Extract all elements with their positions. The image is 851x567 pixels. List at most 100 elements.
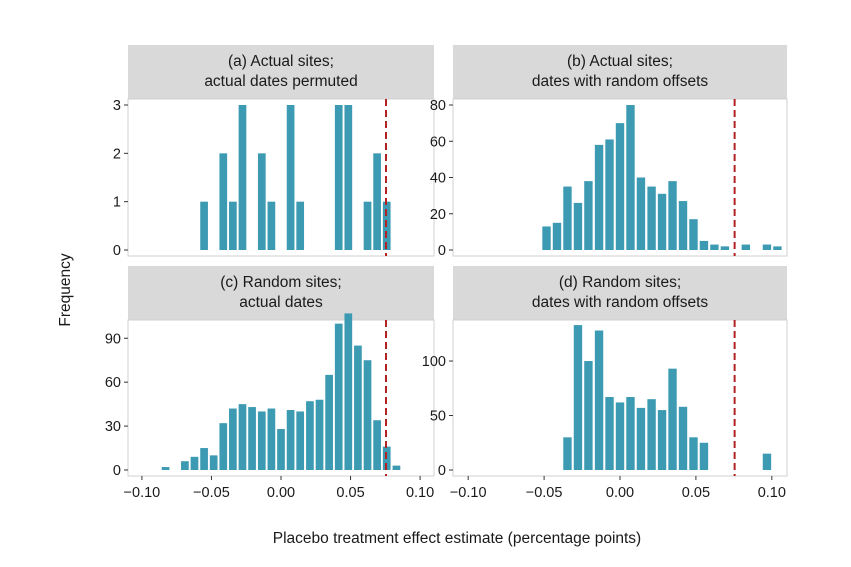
- panel-b-bar: [657, 193, 667, 250]
- panel-a-bar: [373, 153, 381, 250]
- panel-c-bar: [325, 374, 333, 470]
- facet-panels: (a) Actual sites; actual dates permuted 0 1…: [105, 45, 788, 501]
- panel-c-bar: [209, 455, 218, 470]
- panel-d-bar: [657, 410, 667, 470]
- panel-b-bar: [773, 246, 782, 250]
- panel-d-x-tick-label: 0.10: [758, 485, 786, 501]
- panel-c-bar: [267, 408, 276, 470]
- panel-d-bar: [594, 330, 604, 470]
- panel-a-bar: [229, 201, 237, 250]
- panel-c-bar: [161, 467, 170, 470]
- panel-d-y-tick-label: 100: [422, 354, 446, 370]
- panel-b-bar: [542, 226, 551, 250]
- panel-d-bar: [605, 396, 614, 470]
- panel-c-bar: [248, 407, 256, 470]
- panel-a-bar: [200, 201, 208, 250]
- panel-c-bar: [238, 404, 247, 470]
- panel-a-bar: [363, 201, 372, 250]
- panel-d-title-line-1: (d) Random sites;: [559, 274, 681, 291]
- panel-a-bar: [267, 201, 276, 250]
- panel-b-y-tick-label: 40: [430, 171, 446, 187]
- panel-d-bar: [584, 361, 593, 470]
- panel-d-y-tick-label: 0: [438, 463, 446, 479]
- panel-d-bar: [689, 437, 698, 470]
- panel-c-x-tick-label: −0.10: [124, 485, 161, 501]
- panel-c-bar: [373, 420, 381, 470]
- panel-b-bar: [605, 139, 614, 250]
- panel-d-bar: [762, 453, 772, 470]
- panel-b-bar: [678, 201, 688, 250]
- panel-c-y-tick-label: 0: [113, 463, 121, 479]
- panel-b-title-line-2: dates with random offsets: [532, 73, 709, 90]
- panel-b-y-tick-label: 0: [438, 243, 446, 259]
- panel-b-bar: [668, 181, 677, 250]
- panel-c-bar: [363, 360, 372, 470]
- panel-a-strip: [128, 45, 434, 99]
- panel-b-title-line-1: (b) Actual sites;: [567, 53, 673, 70]
- panel-d-x-tick-label: −0.10: [450, 485, 487, 501]
- panel-b-bar: [636, 177, 646, 250]
- panel-a-bar: [238, 105, 247, 250]
- panel-c-bar: [315, 399, 324, 470]
- panel-c-title-line-1: (c) Random sites;: [220, 274, 341, 291]
- panel-b-bar: [710, 244, 719, 250]
- panel-c-bar: [344, 313, 353, 470]
- panel-a-bar: [257, 153, 266, 250]
- y-axis-title: Frequency: [57, 253, 74, 326]
- panel-a-bar: [286, 105, 295, 250]
- panel-a-title-line-1: (a) Actual sites;: [228, 53, 334, 70]
- panel-c-y-tick-label: 90: [105, 331, 121, 347]
- panel-d-bar: [668, 368, 677, 470]
- panel-b-y-tick-label: 60: [430, 134, 446, 150]
- panel-d-x-tick-label: 0.00: [606, 485, 634, 501]
- panel-a-bar: [334, 105, 343, 250]
- panel-c-strip: [128, 266, 434, 320]
- panel-b-bar: [573, 202, 583, 250]
- panel-b-bar: [762, 244, 772, 250]
- panel-d-bar: [636, 407, 646, 470]
- panel-c-bar: [200, 448, 208, 470]
- panel-d-title-line-2: dates with random offsets: [532, 294, 709, 311]
- panel-d-strip: [453, 266, 787, 320]
- panel-c-title-line-2: actual dates: [239, 294, 323, 311]
- panel-b-y-tick-label: 80: [430, 98, 446, 114]
- panel-d: (d) Random sites; dates with random offse…: [422, 266, 788, 501]
- panel-c-bar: [277, 429, 285, 470]
- panel-a-bar: [296, 201, 305, 250]
- panel-b-bar: [699, 240, 709, 250]
- panel-d-bar: [678, 406, 688, 470]
- panel-b-bar: [584, 181, 593, 250]
- panel-b-bar: [647, 186, 656, 250]
- panel-b-bar: [626, 105, 635, 250]
- panel-a-border: [127, 98, 435, 257]
- panel-b-bar: [552, 222, 562, 250]
- panel-c-bar: [334, 323, 343, 470]
- panel-d-x-tick-label: −0.05: [526, 485, 563, 501]
- panel-b-bar: [594, 144, 604, 250]
- panel-c-bar: [190, 456, 199, 470]
- panel-d-bar: [626, 396, 635, 470]
- panel-a-y-tick-label: 3: [113, 98, 121, 114]
- panel-c-bar: [296, 411, 305, 470]
- panel-c-bar: [219, 423, 228, 470]
- panel-c-bar: [286, 409, 295, 470]
- panel-c-x-tick-label: −0.05: [193, 485, 230, 501]
- panel-b-bar: [615, 123, 625, 250]
- panel-a-y-tick-label: 0: [113, 243, 121, 259]
- panel-c-y-tick-label: 30: [105, 419, 121, 435]
- panel-c: (c) Random sites; actual dates 0 30 60 90 −0.1…: [105, 266, 435, 501]
- panel-c-y-tick-label: 60: [105, 375, 121, 391]
- panel-c-x-tick-label: 0.10: [406, 485, 434, 501]
- panel-a-bar: [219, 153, 228, 250]
- panel-d-bar: [563, 437, 572, 470]
- panel-a-y-tick-label: 2: [113, 146, 121, 162]
- panel-a-y-tick-label: 1: [113, 195, 121, 211]
- panel-b: (b) Actual sites; dates with random offse…: [430, 45, 788, 259]
- panel-c-x-tick-label: 0.00: [267, 485, 295, 501]
- panel-b-strip: [453, 45, 787, 99]
- panel-c-bar: [354, 345, 362, 470]
- panel-c-bar: [181, 461, 189, 470]
- panel-b-y-tick-label: 20: [430, 207, 446, 223]
- panel-c-bar: [229, 408, 237, 470]
